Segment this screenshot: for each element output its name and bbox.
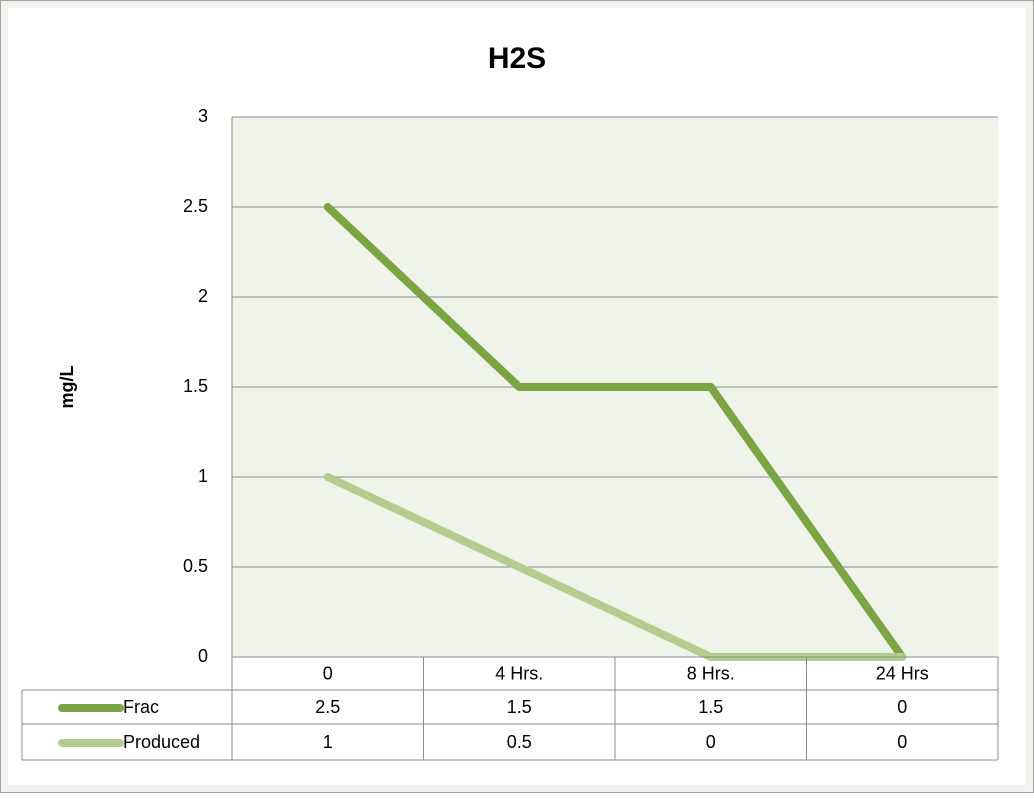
y-tick-label: 3 <box>198 106 208 126</box>
x-tick-label: 24 Hrs <box>876 663 929 683</box>
table-value: 1.5 <box>698 697 723 717</box>
table-value: 0.5 <box>507 732 532 752</box>
x-tick-label: 0 <box>323 663 333 683</box>
y-tick-label: 0 <box>198 646 208 666</box>
legend-label: Frac <box>123 697 159 717</box>
y-tick-label: 0.5 <box>183 556 208 576</box>
y-axis-label: mg/L <box>57 365 77 408</box>
legend-label: Produced <box>123 732 200 752</box>
x-tick-label: 4 Hrs. <box>495 663 543 683</box>
x-tick-label: 8 Hrs. <box>687 663 735 683</box>
y-tick-label: 1 <box>198 466 208 486</box>
chart-title: H2S <box>488 42 546 75</box>
table-value: 1.5 <box>507 697 532 717</box>
table-value: 2.5 <box>315 697 340 717</box>
y-tick-label: 1.5 <box>183 376 208 396</box>
table-value: 0 <box>897 732 907 752</box>
y-tick-label: 2 <box>198 286 208 306</box>
y-tick-label: 2.5 <box>183 196 208 216</box>
table-value: 1 <box>323 732 333 752</box>
table-value: 0 <box>706 732 716 752</box>
series-line <box>323 203 907 661</box>
table-value: 0 <box>897 697 907 717</box>
